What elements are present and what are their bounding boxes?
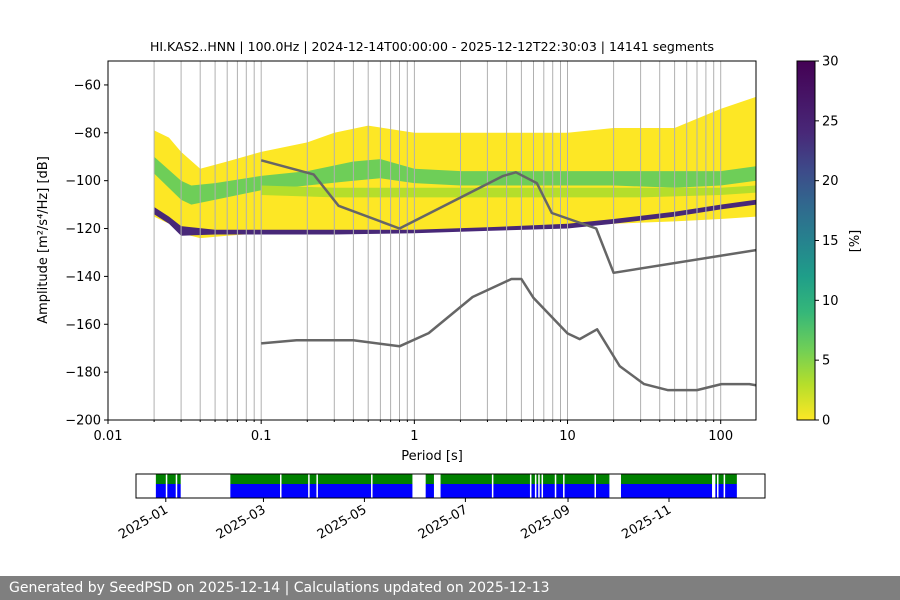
availability-bar: 2025-01 2025-03 2025-05 2025-07 2025-09 2025-…	[116, 473, 766, 543]
data-segment-3	[440, 484, 610, 498]
date-tick-label-2: 2025-05	[315, 502, 370, 542]
noise-model-0	[260, 159, 756, 275]
colorbar-tick-label-3: 15	[822, 234, 839, 249]
x-tick-label-2: 1	[410, 429, 418, 444]
gap-5	[371, 474, 373, 498]
psd-figure: HI.KAS2..HNN | 100.0Hz | 2024-12-14T00:0…	[36, 39, 863, 543]
data-segment-4	[620, 484, 713, 498]
colorbar-tick-label-4: 20	[822, 174, 839, 189]
data-segment-5	[715, 484, 737, 498]
colorbar-tick-label-2: 10	[822, 294, 839, 309]
x-tick-label-0: 0.01	[94, 429, 123, 444]
gap-4	[316, 474, 318, 498]
processed-segment-4	[620, 474, 713, 484]
date-tick-label-4: 2025-09	[518, 502, 573, 542]
gap-15	[716, 474, 719, 498]
density-bands	[154, 96, 756, 239]
density-band-0	[154, 96, 756, 239]
gap-16	[723, 474, 726, 498]
x-tick-label-3: 10	[559, 429, 576, 444]
colorbar-tick-label-0: 0	[822, 414, 830, 429]
gap-3	[308, 474, 310, 498]
plot-frame	[107, 60, 757, 421]
colorbar-tick-label-6: 30	[822, 55, 839, 70]
y-tick-label-0: −200	[65, 414, 101, 429]
colorbar-label-text: [%]	[848, 230, 863, 253]
y-tick-label-5: −100	[65, 174, 101, 189]
y-tick-label-2: −160	[65, 318, 101, 333]
y-axis-label-text: Amplitude [m²/s⁴/Hz] [dB]	[36, 156, 51, 324]
gap-14	[594, 474, 597, 498]
gap-1	[175, 474, 178, 498]
density-band-2	[261, 185, 756, 198]
y-axis-label: Amplitude [m²/s⁴/Hz] [dB]	[36, 156, 51, 324]
colorbar-label: [%]	[848, 230, 863, 253]
gap-13	[563, 474, 565, 498]
plot-area	[153, 61, 756, 420]
availability-frame	[135, 473, 766, 499]
x-axis-ticks: 0.01 0.1 1 10 100	[94, 420, 733, 444]
data-segment-1	[230, 484, 413, 498]
chart-title: HI.KAS2..HNN | 100.0Hz | 2024-12-14T00:0…	[150, 39, 714, 54]
date-tick-label-3: 2025-07	[416, 502, 471, 542]
gap-9	[534, 474, 537, 498]
gap-11	[541, 474, 544, 498]
x-tick-label-4: 100	[708, 429, 733, 444]
density-band-1	[154, 156, 756, 205]
y-axis-ticks: −200 −180 −160 −140 −120 −100 −80 −60	[65, 78, 108, 429]
gap-8	[529, 474, 532, 498]
y-tick-label-7: −60	[74, 78, 101, 93]
colorbar	[796, 60, 816, 421]
processed-segment-5	[715, 474, 737, 484]
y-tick-label-6: −80	[74, 126, 101, 141]
data-segment-0	[155, 484, 181, 498]
colorbar-tick-label-1: 5	[822, 354, 830, 369]
gap-12	[554, 474, 557, 498]
x-tick-label-1: 0.1	[251, 429, 272, 444]
period-gridlines	[153, 61, 722, 420]
footer-text: Generated by SeedPSD on 2025-12-14 | Cal…	[9, 580, 550, 596]
gap-7	[491, 474, 494, 498]
noise-models	[260, 159, 756, 392]
gap-10	[538, 474, 540, 498]
noise-model-1	[261, 277, 756, 392]
colorbar-ticks: 0 5 10 15 20 25 30	[815, 55, 839, 429]
date-tick-label-1: 2025-03	[214, 502, 269, 542]
date-tick-label-5: 2025-11	[619, 502, 674, 542]
x-axis-label: Period [s]	[401, 449, 463, 464]
gap-2	[280, 474, 282, 498]
date-tick-label-0: 2025-01	[116, 502, 171, 542]
processed-segment-2	[425, 474, 434, 484]
data-segment-2	[425, 484, 434, 498]
gap-6	[415, 474, 418, 498]
footer: Generated by SeedPSD on 2025-12-14 | Cal…	[0, 576, 900, 600]
colorbar-tick-label-5: 25	[822, 114, 839, 129]
y-tick-label-4: −120	[65, 222, 101, 237]
density-band-3	[154, 199, 756, 236]
processed-segment-0	[155, 474, 181, 484]
processed-segment-3	[440, 474, 610, 484]
processed-segment-1	[230, 474, 413, 484]
y-tick-label-3: −140	[65, 270, 101, 285]
gap-0	[165, 474, 168, 498]
y-tick-label-1: −180	[65, 366, 101, 381]
